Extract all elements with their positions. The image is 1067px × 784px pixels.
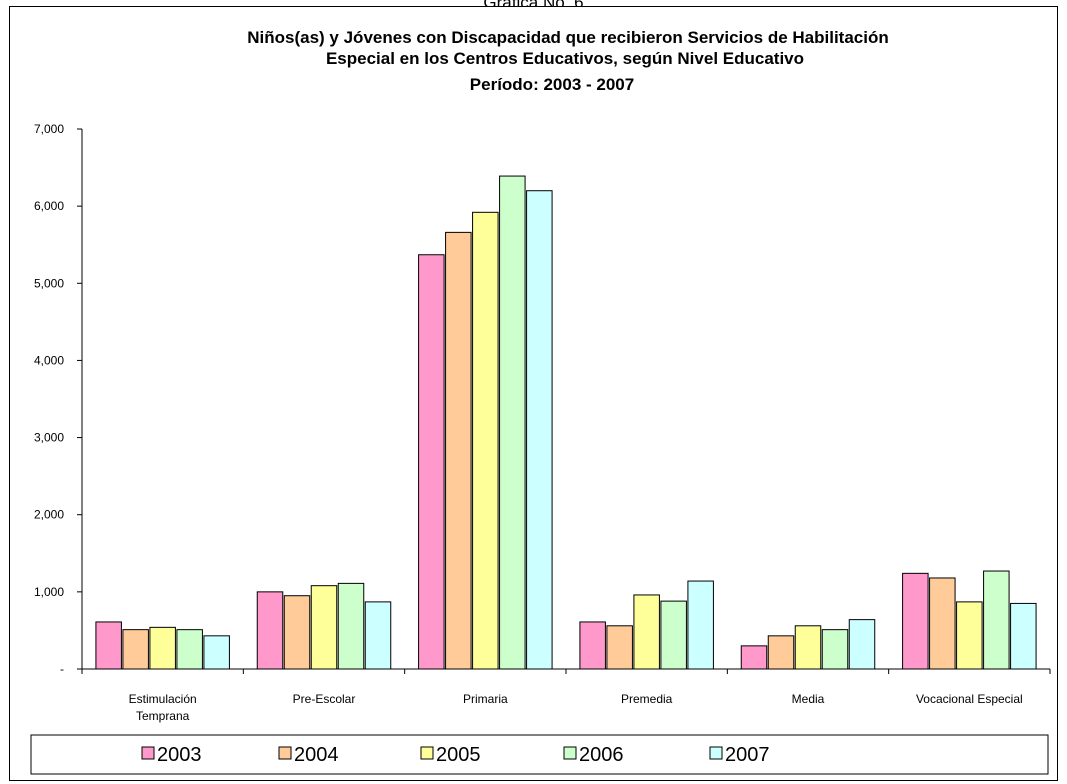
chart-title: Niños(as) y Jóvenes con Discapacidad que… (247, 28, 889, 94)
bar-2006 (983, 570, 1010, 670)
x-tick-label: Media (792, 692, 825, 706)
y-axis: - 1,000 2,000 3,000 4,000 5,000 6,000 7,000 (34, 122, 83, 676)
bar-2007 (526, 190, 553, 670)
bar-2006 (499, 175, 526, 670)
bar-2007 (848, 619, 876, 670)
bar-2004 (606, 625, 633, 670)
y-tick-label: 3,000 (34, 431, 64, 445)
x-tick-label: Pre-Escolar (293, 692, 356, 706)
bar-2006 (337, 582, 365, 670)
x-tick-label: Vocacional Especial (916, 692, 1023, 706)
chart-title-line: Período: 2003 - 2007 (470, 75, 634, 94)
legend-label: 2005 (436, 744, 481, 766)
bar-2003 (579, 621, 606, 670)
bar-2005 (794, 625, 822, 670)
bar-2004 (929, 577, 956, 670)
bar-2005 (310, 585, 338, 670)
bar-2003 (902, 572, 929, 670)
x-tick-label: Estimulación (129, 692, 197, 706)
legend-swatch (420, 746, 434, 760)
y-tick-label: 5,000 (34, 276, 64, 290)
bar-2003 (418, 254, 445, 670)
legend: 2003 2004 2005 2006 2007 (30, 734, 1049, 775)
bar-2006 (176, 629, 203, 670)
bar-2005 (472, 211, 499, 670)
y-tick-label: 4,000 (34, 353, 64, 367)
bar-2007 (203, 635, 230, 670)
bar-2005 (149, 626, 176, 670)
x-tick-label: Temprana (136, 709, 190, 723)
y-tick-label: 1,000 (34, 585, 64, 599)
bar-2003 (740, 645, 768, 670)
bar-2003 (256, 591, 284, 670)
legend-label: 2004 (294, 744, 339, 766)
x-tick-label: Primaria (463, 692, 508, 706)
x-tick-label: Premedia (621, 692, 673, 706)
legend-swatch (709, 746, 723, 760)
x-axis: Estimulación Temprana Pre-Escolar Primaria P… (81, 668, 1051, 723)
bar-2004 (283, 595, 311, 670)
chart-title-line: Especial en los Centros Educativos, segú… (326, 49, 804, 68)
chart-frame: Niños(as) y Jóvenes con Discapacidad que… (9, 6, 1058, 781)
y-tick-label: 2,000 (34, 508, 64, 522)
bar-2004 (445, 231, 472, 670)
bar-2007 (1010, 602, 1037, 670)
y-tick-label: - (60, 662, 64, 676)
legend-swatch (563, 746, 577, 760)
bar-chart: Niños(as) y Jóvenes con Discapacidad que… (30, 28, 1051, 775)
legend-label: 2003 (157, 744, 202, 766)
legend-box (30, 734, 1049, 775)
legend-label: 2007 (725, 744, 770, 766)
bar-2006 (660, 600, 687, 670)
bar-2003 (95, 621, 122, 670)
bar-2005 (956, 601, 983, 670)
y-tick-label: 7,000 (34, 122, 64, 136)
bar-2005 (633, 594, 660, 670)
chart-title-line: Niños(as) y Jóvenes con Discapacidad que… (247, 28, 889, 47)
legend-swatch (278, 746, 292, 760)
bar-2007 (364, 601, 392, 670)
bar-2006 (821, 629, 849, 670)
bar-2004 (122, 629, 149, 670)
y-tick-label: 6,000 (34, 199, 64, 213)
bar-2007 (687, 580, 714, 670)
legend-label: 2006 (579, 744, 624, 766)
legend-swatch (141, 746, 155, 760)
bars (95, 175, 1037, 670)
bar-2004 (767, 635, 795, 670)
